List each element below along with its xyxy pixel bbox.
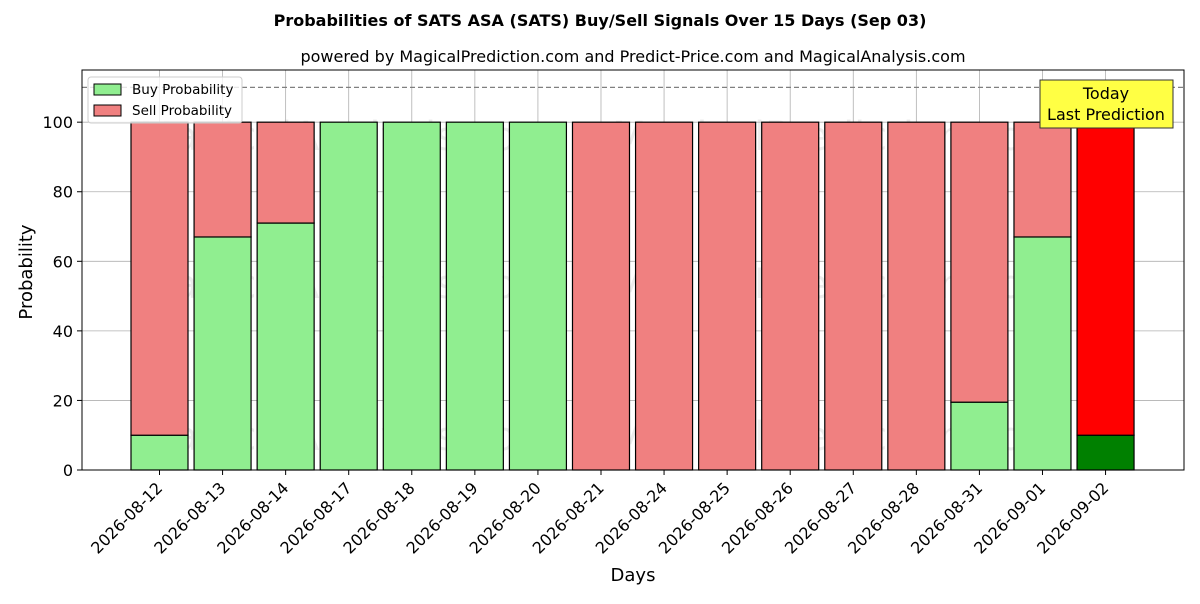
buy-bar (950, 401, 1009, 471)
sell-bar (698, 121, 757, 471)
y-axis-label: Probability (16, 224, 37, 319)
y-tick-label: 100 (42, 113, 73, 132)
buy-bar (1013, 236, 1072, 471)
sell-bar (634, 121, 694, 471)
sell-bar (256, 121, 315, 224)
legend-label: Buy Probability (132, 82, 233, 98)
y-tick-label: 80 (53, 183, 73, 202)
sell-bar (761, 121, 820, 471)
sell-bar (887, 121, 946, 471)
sell-bar (1076, 121, 1135, 436)
y-tick-label: 0 (63, 461, 73, 480)
sell-bar (571, 121, 631, 471)
legend-swatch (93, 83, 122, 96)
buy-bar (319, 121, 378, 471)
x-axis-label: Days (611, 565, 656, 586)
sell-bar (1013, 121, 1072, 238)
plot-frame (81, 69, 1185, 471)
y-tick-label: 20 (53, 391, 73, 410)
buy-bar (382, 121, 441, 471)
last-prediction-label: Last Prediction (1047, 105, 1165, 124)
y-tick-label: 40 (53, 322, 73, 341)
buy-bar (256, 222, 315, 471)
legend-box (87, 76, 243, 124)
buy-bar (193, 236, 252, 471)
today-label: Today (1082, 84, 1129, 103)
sell-bar (193, 121, 252, 238)
legend: Buy Probability Sell Probability (87, 76, 243, 124)
buy-bar (1076, 434, 1135, 471)
sell-bar (824, 121, 883, 471)
buy-bar (508, 121, 568, 471)
sell-bar (950, 121, 1009, 403)
today-annotation-box (1039, 79, 1174, 129)
legend-swatch (93, 104, 122, 117)
buy-bar (130, 434, 189, 471)
chart-title: Probabilities of SATS ASA (SATS) Buy/Sel… (274, 11, 927, 30)
legend-label: Sell Probability (132, 103, 232, 119)
chart-subtitle: powered by MagicalPrediction.com and Pre… (300, 47, 965, 66)
buy-bar (445, 121, 504, 471)
y-tick-label: 60 (53, 252, 73, 271)
sell-bar (130, 121, 189, 436)
